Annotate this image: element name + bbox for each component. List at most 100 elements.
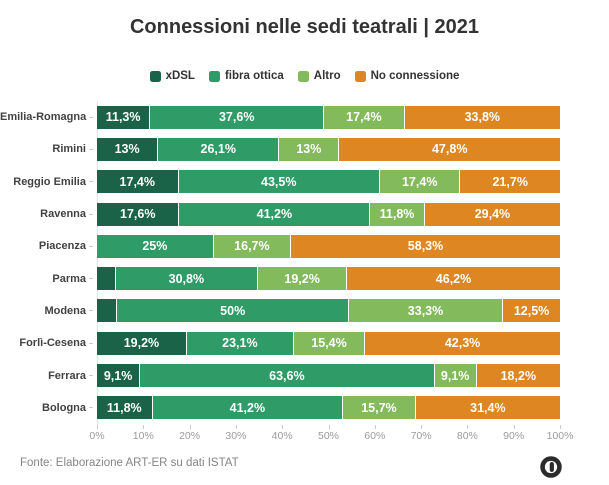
bar-segment-altro[interactable]: 15,4%: [292, 331, 365, 355]
bar-segment-altro[interactable]: 17,4%: [378, 170, 460, 194]
stacked-bar: 30,8% 19,2% 46,2%: [97, 267, 560, 291]
bar-segment-no-connessione[interactable]: 33,8%: [403, 105, 560, 129]
x-axis-tick-label: 30%: [225, 429, 247, 442]
bar-segment-xdsl[interactable]: 17,4%: [97, 170, 178, 194]
bar-segment-fibra-ottica[interactable]: 41,2%: [151, 396, 343, 420]
bar-segment-altro[interactable]: 9,1%: [433, 364, 476, 388]
segment-value-label: 17,6%: [120, 207, 156, 222]
x-axis-tick: [235, 424, 237, 429]
bar-row-modena: Modena 50% 33,3% 12,5%: [0, 295, 609, 327]
bar-segment-fibra-ottica[interactable]: 50%: [116, 299, 348, 323]
x-axis-tick: [97, 424, 98, 429]
row-tick-mark: [89, 181, 93, 183]
bar-segment-altro[interactable]: 13%: [278, 137, 339, 161]
row-tick-mark: [89, 278, 93, 280]
bar-segment-fibra-ottica[interactable]: 63,6%: [139, 364, 434, 388]
datawrapper-logo-icon[interactable]: [540, 456, 562, 478]
bar-segment-no-connessione[interactable]: 58,3%: [290, 234, 560, 258]
segment-value-label: 15,7%: [361, 400, 397, 415]
row-tick-mark: [89, 407, 93, 409]
bar-row-forl-cesena: Forlì-Cesena 19,2% 23,1% 15,4% 42,3%: [0, 327, 609, 359]
bar-segment-altro[interactable]: 33,3%: [347, 299, 503, 323]
legend-item-fibra-ottica[interactable]: fibra ottica: [208, 70, 284, 82]
legend-label: fibra ottica: [224, 70, 284, 82]
bar-segment-fibra-ottica[interactable]: 26,1%: [157, 137, 279, 161]
bar-segment-fibra-ottica[interactable]: 43,5%: [177, 170, 379, 194]
bar-segment-altro[interactable]: 19,2%: [257, 267, 347, 291]
segment-value-label: 15,4%: [311, 336, 347, 351]
x-axis-tick-label: 50%: [317, 429, 340, 442]
bar-segment-no-connessione[interactable]: 18,2%: [475, 364, 560, 388]
bar-segment-altro[interactable]: 17,4%: [323, 105, 404, 129]
x-axis-tick-label: 10%: [132, 429, 154, 442]
bar-segment-altro[interactable]: 11,8%: [369, 202, 424, 226]
legend-item-altro[interactable]: Altro: [297, 70, 341, 82]
bar-segment-no-connessione[interactable]: 47,8%: [338, 137, 560, 161]
bar-segment-fibra-ottica[interactable]: 30,8%: [114, 267, 258, 291]
stacked-bar: 11,8% 41,2% 15,7% 31,4%: [97, 396, 560, 420]
row-tick-mark: [89, 213, 93, 215]
row-label: Emilia-Romagna: [0, 111, 87, 124]
bar-segment-xdsl[interactable]: [97, 267, 115, 291]
bar-segment-no-connessione[interactable]: 31,4%: [414, 396, 560, 420]
x-axis-tick-label: 80%: [456, 429, 478, 442]
bar-segment-xdsl[interactable]: [97, 299, 117, 323]
bar-segment-xdsl[interactable]: 19,2%: [97, 331, 186, 355]
legend-swatch-xdsl-icon: [149, 70, 161, 82]
bar-segment-xdsl[interactable]: 13%: [97, 137, 158, 161]
segment-value-label: 41,2%: [229, 400, 266, 415]
segment-value-label: 16,7%: [234, 239, 270, 254]
bar-segment-no-connessione[interactable]: 21,7%: [459, 170, 560, 194]
bar-segment-fibra-ottica[interactable]: 25%: [97, 234, 213, 258]
row-label: Rimini: [52, 143, 86, 156]
row-label: Piacenza: [38, 240, 86, 253]
bar-segment-xdsl[interactable]: 11,3%: [97, 105, 150, 129]
x-axis: 0% 10% 20% 30% 40% 50% 60% 70% 80% 90% 100%: [89, 424, 573, 445]
legend: xDSL fibra ottica Altro No connessione: [0, 70, 609, 82]
row-tick-mark: [89, 375, 93, 377]
x-axis-tick-label: 40%: [271, 429, 293, 442]
segment-value-label: 30,8%: [168, 271, 205, 286]
bar-row-emilia-romagna: Emilia-Romagna 11,3% 37,6% 17,4% 33,8%: [0, 101, 609, 133]
segment-value-label: 47,8%: [431, 142, 468, 157]
x-axis-tick: [560, 424, 561, 429]
segment-value-label: 31,4%: [470, 400, 506, 415]
row-label: Modena: [44, 304, 86, 317]
x-axis-tick: [282, 424, 284, 429]
row-tick-mark: [89, 342, 93, 344]
segment-value-label: 42,3%: [444, 336, 481, 351]
bar-segment-xdsl[interactable]: 11,8%: [97, 396, 152, 420]
segment-value-label: 19,2%: [284, 271, 320, 286]
legend-item-no-connessione[interactable]: No connessione: [354, 70, 459, 82]
bar-segment-fibra-ottica[interactable]: 23,1%: [185, 331, 293, 355]
x-axis-tick: [189, 424, 191, 429]
stacked-bar: 19,2% 23,1% 15,4% 42,3%: [97, 331, 560, 355]
bar-segment-altro[interactable]: 16,7%: [212, 234, 291, 258]
stacked-bar: 17,4% 43,5% 17,4% 21,7%: [97, 170, 560, 194]
bar-segment-no-connessione[interactable]: 29,4%: [423, 202, 560, 226]
bar-segment-xdsl[interactable]: 9,1%: [97, 364, 140, 388]
x-axis-tick: [467, 424, 469, 429]
bar-row-rimini: Rimini 13% 26,1% 13% 47,8%: [0, 133, 609, 165]
bar-segment-fibra-ottica[interactable]: 37,6%: [149, 105, 324, 129]
bar-segment-no-connessione[interactable]: 12,5%: [502, 299, 560, 323]
row-label: Bologna: [42, 401, 86, 414]
bar-row-parma: Parma 30,8% 19,2% 46,2%: [0, 262, 609, 294]
bar-segment-altro[interactable]: 15,7%: [342, 396, 415, 420]
segment-value-label: 26,1%: [200, 142, 236, 157]
row-tick-mark: [89, 116, 93, 118]
bar-segment-no-connessione[interactable]: 46,2%: [346, 267, 560, 291]
row-tick-mark: [89, 310, 93, 312]
x-axis-tick-label: 70%: [410, 429, 432, 442]
bar-segment-fibra-ottica[interactable]: 41,2%: [178, 202, 370, 226]
bar-row-ferrara: Ferrara 9,1% 63,6% 9,1% 18,2%: [0, 359, 609, 391]
bar-rows: Emilia-Romagna 11,3% 37,6% 17,4% 33,8% Rimini…: [0, 101, 609, 424]
segment-value-label: 33,3%: [407, 303, 444, 318]
bar-segment-no-connessione[interactable]: 42,3%: [364, 331, 560, 355]
stacked-bar: 11,3% 37,6% 17,4% 33,8%: [97, 105, 560, 129]
legend-item-xdsl[interactable]: xDSL: [149, 70, 195, 82]
legend-label: Altro: [313, 70, 341, 82]
segment-value-label: 58,3%: [407, 239, 444, 254]
bar-segment-xdsl[interactable]: 17,6%: [97, 202, 179, 226]
